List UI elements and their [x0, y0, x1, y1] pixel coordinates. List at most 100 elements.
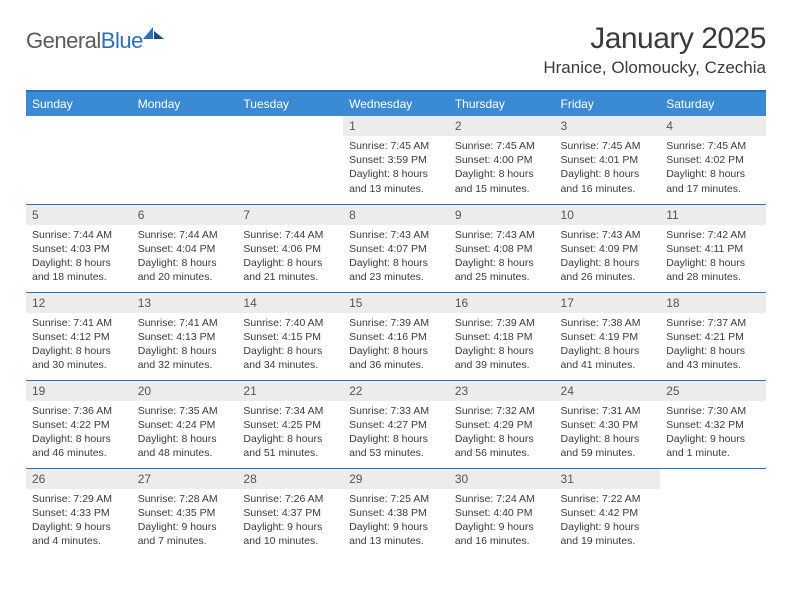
sunset-line: Sunset: 4:24 PM: [138, 418, 232, 432]
day-number: 12: [26, 293, 132, 313]
calendar-day-cell: ..: [132, 116, 238, 204]
sunset-line: Sunset: 4:13 PM: [138, 330, 232, 344]
daylight-line: Daylight: 9 hours and 4 minutes.: [32, 520, 126, 548]
daylight-line: Daylight: 9 hours and 1 minute.: [666, 432, 760, 460]
day-number: 29: [343, 469, 449, 489]
sunset-line: Sunset: 4:18 PM: [455, 330, 549, 344]
sunset-line: Sunset: 4:19 PM: [561, 330, 655, 344]
sunset-line: Sunset: 4:25 PM: [243, 418, 337, 432]
daylight-line: Daylight: 8 hours and 25 minutes.: [455, 256, 549, 284]
day-detail: Sunrise: 7:43 AMSunset: 4:08 PMDaylight:…: [449, 225, 555, 289]
sunset-line: Sunset: 4:08 PM: [455, 242, 549, 256]
day-detail: Sunrise: 7:34 AMSunset: 4:25 PMDaylight:…: [237, 401, 343, 465]
day-detail: Sunrise: 7:45 AMSunset: 4:00 PMDaylight:…: [449, 136, 555, 200]
calendar-table: SundayMondayTuesdayWednesdayThursdayFrid…: [26, 90, 766, 556]
daylight-line: Daylight: 8 hours and 28 minutes.: [666, 256, 760, 284]
day-detail: Sunrise: 7:31 AMSunset: 4:30 PMDaylight:…: [555, 401, 661, 465]
logo-mark-icon: [143, 25, 165, 46]
day-number: 19: [26, 381, 132, 401]
logo-word1: General: [26, 28, 101, 53]
day-detail: Sunrise: 7:45 AMSunset: 3:59 PMDaylight:…: [343, 136, 449, 200]
daylight-line: Daylight: 8 hours and 46 minutes.: [32, 432, 126, 460]
sunset-line: Sunset: 4:03 PM: [32, 242, 126, 256]
daylight-line: Daylight: 8 hours and 51 minutes.: [243, 432, 337, 460]
sunset-line: Sunset: 4:35 PM: [138, 506, 232, 520]
weekday-header: Friday: [555, 91, 661, 116]
day-number: 15: [343, 293, 449, 313]
calendar-day-cell: 8Sunrise: 7:43 AMSunset: 4:07 PMDaylight…: [343, 204, 449, 292]
day-number: 6: [132, 205, 238, 225]
daylight-line: Daylight: 8 hours and 34 minutes.: [243, 344, 337, 372]
day-number: 11: [660, 205, 766, 225]
sunset-line: Sunset: 4:11 PM: [666, 242, 760, 256]
sunrise-line: Sunrise: 7:38 AM: [561, 316, 655, 330]
location: Hranice, Olomoucky, Czechia: [543, 58, 766, 78]
calendar-day-cell: 30Sunrise: 7:24 AMSunset: 4:40 PMDayligh…: [449, 468, 555, 556]
sunrise-line: Sunrise: 7:36 AM: [32, 404, 126, 418]
day-detail: Sunrise: 7:40 AMSunset: 4:15 PMDaylight:…: [237, 313, 343, 377]
sunrise-line: Sunrise: 7:32 AM: [455, 404, 549, 418]
sunset-line: Sunset: 4:32 PM: [666, 418, 760, 432]
sunrise-line: Sunrise: 7:26 AM: [243, 492, 337, 506]
sunrise-line: Sunrise: 7:44 AM: [243, 228, 337, 242]
daylight-line: Daylight: 8 hours and 43 minutes.: [666, 344, 760, 372]
daylight-line: Daylight: 8 hours and 30 minutes.: [32, 344, 126, 372]
calendar-day-cell: 16Sunrise: 7:39 AMSunset: 4:18 PMDayligh…: [449, 292, 555, 380]
sunset-line: Sunset: 4:37 PM: [243, 506, 337, 520]
daylight-line: Daylight: 8 hours and 21 minutes.: [243, 256, 337, 284]
sunrise-line: Sunrise: 7:43 AM: [561, 228, 655, 242]
day-detail: Sunrise: 7:30 AMSunset: 4:32 PMDaylight:…: [660, 401, 766, 465]
sunrise-line: Sunrise: 7:42 AM: [666, 228, 760, 242]
day-number: 1: [343, 116, 449, 136]
day-number: 21: [237, 381, 343, 401]
day-detail: Sunrise: 7:28 AMSunset: 4:35 PMDaylight:…: [132, 489, 238, 553]
sunrise-line: Sunrise: 7:37 AM: [666, 316, 760, 330]
title-block: January 2025 Hranice, Olomoucky, Czechia: [543, 22, 766, 78]
calendar-day-cell: 21Sunrise: 7:34 AMSunset: 4:25 PMDayligh…: [237, 380, 343, 468]
day-number: 8: [343, 205, 449, 225]
daylight-line: Daylight: 8 hours and 23 minutes.: [349, 256, 443, 284]
day-detail: Sunrise: 7:44 AMSunset: 4:03 PMDaylight:…: [26, 225, 132, 289]
calendar-week-row: 5Sunrise: 7:44 AMSunset: 4:03 PMDaylight…: [26, 204, 766, 292]
sunset-line: Sunset: 4:29 PM: [455, 418, 549, 432]
day-number: 17: [555, 293, 661, 313]
calendar-week-row: 19Sunrise: 7:36 AMSunset: 4:22 PMDayligh…: [26, 380, 766, 468]
day-detail: Sunrise: 7:39 AMSunset: 4:18 PMDaylight:…: [449, 313, 555, 377]
calendar-day-cell: ..: [237, 116, 343, 204]
day-number: 7: [237, 205, 343, 225]
sunset-line: Sunset: 4:40 PM: [455, 506, 549, 520]
calendar-day-cell: 24Sunrise: 7:31 AMSunset: 4:30 PMDayligh…: [555, 380, 661, 468]
day-detail: Sunrise: 7:44 AMSunset: 4:06 PMDaylight:…: [237, 225, 343, 289]
day-detail: Sunrise: 7:35 AMSunset: 4:24 PMDaylight:…: [132, 401, 238, 465]
day-detail: Sunrise: 7:42 AMSunset: 4:11 PMDaylight:…: [660, 225, 766, 289]
weekday-header-row: SundayMondayTuesdayWednesdayThursdayFrid…: [26, 91, 766, 116]
day-number: 28: [237, 469, 343, 489]
sunrise-line: Sunrise: 7:45 AM: [561, 139, 655, 153]
day-number: 20: [132, 381, 238, 401]
day-detail: Sunrise: 7:25 AMSunset: 4:38 PMDaylight:…: [343, 489, 449, 553]
sunrise-line: Sunrise: 7:41 AM: [138, 316, 232, 330]
calendar-day-cell: 31Sunrise: 7:22 AMSunset: 4:42 PMDayligh…: [555, 468, 661, 556]
daylight-line: Daylight: 8 hours and 26 minutes.: [561, 256, 655, 284]
day-detail: Sunrise: 7:36 AMSunset: 4:22 PMDaylight:…: [26, 401, 132, 465]
sunset-line: Sunset: 4:09 PM: [561, 242, 655, 256]
sunset-line: Sunset: 4:07 PM: [349, 242, 443, 256]
day-number: 3: [555, 116, 661, 136]
sunset-line: Sunset: 4:16 PM: [349, 330, 443, 344]
weekday-header: Saturday: [660, 91, 766, 116]
sunrise-line: Sunrise: 7:29 AM: [32, 492, 126, 506]
calendar-week-row: ......1Sunrise: 7:45 AMSunset: 3:59 PMDa…: [26, 116, 766, 204]
logo-text: GeneralBlue: [26, 28, 143, 54]
calendar-day-cell: 22Sunrise: 7:33 AMSunset: 4:27 PMDayligh…: [343, 380, 449, 468]
sunrise-line: Sunrise: 7:28 AM: [138, 492, 232, 506]
weekday-header: Monday: [132, 91, 238, 116]
calendar-day-cell: 29Sunrise: 7:25 AMSunset: 4:38 PMDayligh…: [343, 468, 449, 556]
daylight-line: Daylight: 8 hours and 15 minutes.: [455, 167, 549, 195]
sunset-line: Sunset: 4:06 PM: [243, 242, 337, 256]
daylight-line: Daylight: 8 hours and 32 minutes.: [138, 344, 232, 372]
calendar-day-cell: ..: [660, 468, 766, 556]
calendar-day-cell: 5Sunrise: 7:44 AMSunset: 4:03 PMDaylight…: [26, 204, 132, 292]
calendar-day-cell: 4Sunrise: 7:45 AMSunset: 4:02 PMDaylight…: [660, 116, 766, 204]
day-number: 18: [660, 293, 766, 313]
day-detail: Sunrise: 7:43 AMSunset: 4:07 PMDaylight:…: [343, 225, 449, 289]
